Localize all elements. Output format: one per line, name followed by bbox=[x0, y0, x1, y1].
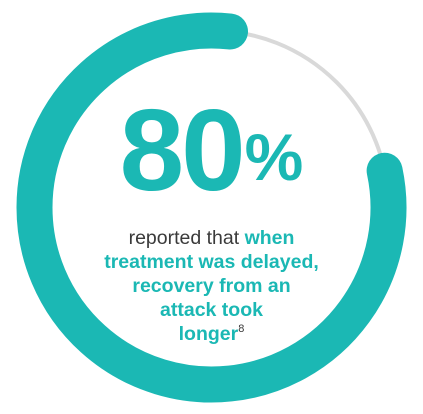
ring-progress-arc bbox=[16, 12, 407, 403]
